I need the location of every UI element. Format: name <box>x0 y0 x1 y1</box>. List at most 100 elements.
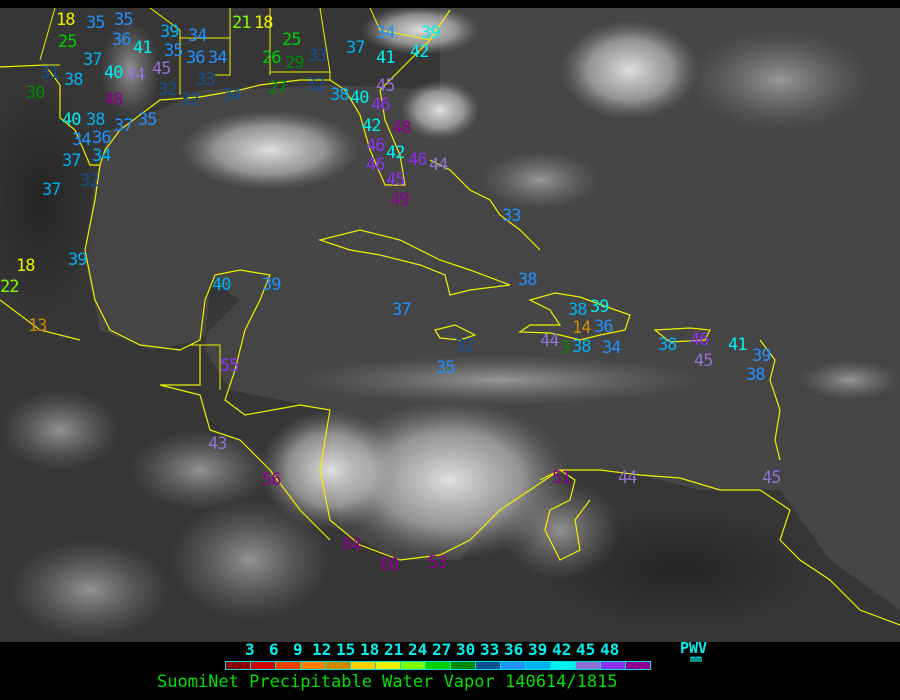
colorbar-swatch <box>476 662 501 669</box>
station-pwv-value: 39 <box>68 250 88 270</box>
station-pwv-value: 25 <box>282 30 302 50</box>
station-pwv-value: 64 <box>342 535 362 555</box>
colorbar-tick: 6 <box>269 640 279 659</box>
colorbar-tick: 21 <box>384 640 404 659</box>
station-pwv-value: 34 <box>222 85 242 105</box>
colorbar-tick: 3 <box>245 640 255 659</box>
station-pwv-value: 46 <box>366 136 386 156</box>
station-pwv-value: 3 <box>560 338 570 358</box>
station-pwv-value: 60 <box>380 555 400 575</box>
station-pwv-value: 38 <box>518 270 538 290</box>
station-pwv-value: 36 <box>92 128 112 148</box>
station-pwv-value: 40 <box>350 88 370 108</box>
station-pwv-value: 39 <box>262 275 282 295</box>
station-pwv-value: 32 <box>306 75 326 95</box>
colorbar-tick: 48 <box>600 640 620 659</box>
station-pwv-value: 51 <box>552 468 572 488</box>
station-pwv-value: 37 <box>392 300 412 320</box>
station-pwv-value: 18 <box>16 256 36 276</box>
colorbar-swatch <box>401 662 426 669</box>
station-pwv-value: 38 <box>86 110 106 130</box>
station-pwv-value: 33 <box>308 46 328 66</box>
cloud-cover <box>0 8 900 640</box>
station-pwv-value: 44 <box>126 65 146 85</box>
station-pwv-value: 40 <box>212 275 232 295</box>
satellite-image <box>0 8 900 642</box>
station-pwv-value: 18 <box>56 10 76 30</box>
colorbar-swatch <box>326 662 351 669</box>
station-pwv-value: 35 <box>164 41 184 61</box>
station-pwv-value: 41 <box>728 335 748 355</box>
colorbar-swatch <box>551 662 576 669</box>
station-pwv-value: 32 <box>455 336 475 356</box>
station-pwv-value: 39 <box>752 346 772 366</box>
map-title: SuomiNet Precipitable Water Vapor 140614… <box>157 672 618 692</box>
station-pwv-value: 35 <box>138 110 158 130</box>
station-pwv-value: 27 <box>268 78 288 98</box>
station-pwv-value: 32 <box>80 171 100 191</box>
station-pwv-value: 53 <box>428 553 448 573</box>
station-pwv-value: 49 <box>390 190 410 210</box>
station-pwv-value: 40 <box>62 110 82 130</box>
station-pwv-value: 34 <box>602 338 622 358</box>
station-pwv-value: 35 <box>436 358 456 378</box>
unit-label: PWV <box>680 639 708 657</box>
station-pwv-value: 37 <box>62 151 82 171</box>
station-pwv-value: 39 <box>590 297 610 317</box>
station-pwv-value: 48 <box>392 118 412 138</box>
state-borders <box>39 8 431 390</box>
colorbar <box>225 661 651 670</box>
station-pwv-value: 38 <box>746 365 766 385</box>
station-pwv-value: 26 <box>262 48 282 68</box>
station-pwv-value: 33 <box>502 206 522 226</box>
colorbar-swatch <box>301 662 326 669</box>
station-pwv-value: 44 <box>429 155 449 175</box>
station-pwv-value: 22 <box>0 277 20 297</box>
station-pwv-value: 45 <box>762 468 782 488</box>
station-pwv-value: 39 <box>160 22 180 42</box>
station-pwv-value: 46 <box>690 330 710 350</box>
station-pwv-value: 38 <box>658 335 678 355</box>
colorbar-tick: 45 <box>576 640 596 659</box>
colorbar-swatch <box>601 662 626 669</box>
colorbar-tick: 36 <box>504 640 524 659</box>
station-pwv-value: 42 <box>386 143 406 163</box>
station-pwv-value: 42 <box>410 42 430 62</box>
colorbar-tick: 15 <box>336 640 356 659</box>
station-pwv-value: 36 <box>112 30 132 50</box>
station-pwv-value: 21 <box>232 13 252 33</box>
colorbar-swatch <box>251 662 276 669</box>
station-pwv-value: 34 <box>92 146 112 166</box>
station-pwv-value: 37 <box>114 116 134 136</box>
colorbar-tick: 33 <box>480 640 500 659</box>
station-pwv-value: 45 <box>386 170 406 190</box>
unit: mm <box>690 654 703 665</box>
station-pwv-value: 14 <box>572 318 592 338</box>
station-pwv-value: 29 <box>285 53 305 73</box>
station-pwv-value: 34 <box>188 26 208 46</box>
station-pwv-value: 45 <box>694 351 714 371</box>
colorbar-swatch <box>351 662 376 669</box>
colorbar-tick: 42 <box>552 640 572 659</box>
colorbar-swatch <box>226 662 251 669</box>
colorbar-swatch <box>576 662 601 669</box>
station-pwv-value: 18 <box>254 13 274 33</box>
colorbar-tick: 24 <box>408 640 428 659</box>
station-pwv-value: 34 <box>72 130 92 150</box>
colorbar-swatch <box>426 662 451 669</box>
colorbar-tick: 27 <box>432 640 452 659</box>
station-pwv-value: 44 <box>540 331 560 351</box>
station-pwv-value: 41 <box>376 48 396 68</box>
colorbar-tick: 9 <box>293 640 303 659</box>
colorbar-tick: 30 <box>456 640 476 659</box>
station-pwv-value: 37 <box>83 50 103 70</box>
station-pwv-value: 30 <box>26 83 46 103</box>
station-pwv-value: 38 <box>572 337 592 357</box>
station-pwv-value: 45 <box>152 59 172 79</box>
station-pwv-value: 46 <box>408 150 428 170</box>
colorbar-swatch <box>626 662 650 669</box>
colorbar-swatch <box>501 662 526 669</box>
station-pwv-value: 46 <box>366 155 386 175</box>
station-pwv-value: 41 <box>133 38 153 58</box>
